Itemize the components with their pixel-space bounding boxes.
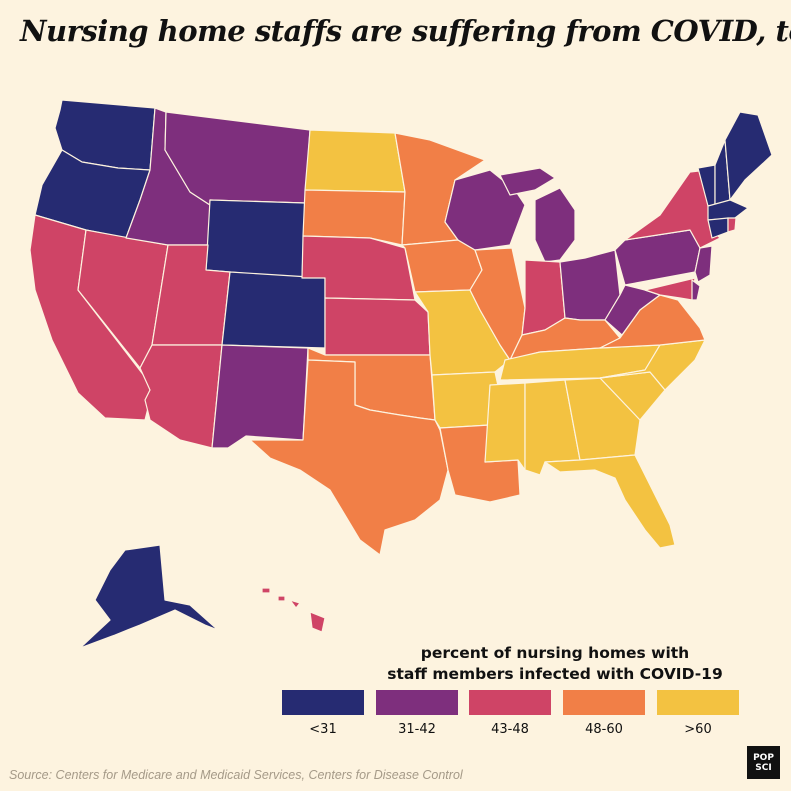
legend-swatch-31-42 [376, 690, 458, 715]
legend-label-lt31: <31 [309, 722, 337, 737]
state-ma[interactable] [707, 199, 749, 221]
state-mi[interactable] [499, 167, 576, 263]
legend-label-43-48: 43-48 [491, 722, 529, 737]
state-il[interactable] [469, 247, 526, 361]
legend-swatch-lt31 [282, 690, 364, 715]
state-nj[interactable] [694, 245, 713, 283]
state-az[interactable] [139, 344, 223, 449]
state-ri[interactable] [727, 217, 737, 233]
legend-title: percent of nursing homes with staff memb… [360, 643, 750, 685]
state-ia[interactable] [401, 239, 483, 293]
state-me[interactable] [724, 111, 773, 201]
state-va[interactable] [599, 294, 706, 349]
logo-line2: SCI [755, 762, 772, 773]
legend-swatch-48-60 [563, 690, 645, 715]
legend-label-gt60: >60 [684, 722, 712, 737]
state-tx[interactable] [249, 359, 449, 556]
popsci-logo: POP SCI [747, 746, 780, 779]
state-co[interactable] [221, 271, 326, 349]
legend-label-48-60: 48-60 [585, 722, 623, 737]
legend-title-line1: percent of nursing homes with [420, 644, 690, 662]
state-ak[interactable] [79, 544, 219, 649]
state-ct[interactable] [707, 217, 729, 239]
logo-line1: POP [753, 752, 774, 763]
state-nm[interactable] [211, 344, 309, 449]
state-de[interactable] [691, 279, 701, 301]
state-ks[interactable] [324, 297, 431, 356]
legend-label-31-42: 31-42 [398, 722, 436, 737]
state-wy[interactable] [205, 199, 306, 279]
state-ms[interactable] [484, 382, 526, 471]
map-title: Nursing home staffs are suffering from C… [20, 14, 791, 48]
state-sd[interactable] [302, 189, 406, 246]
legend-title-line2: staff members infected with COVID-19 [387, 665, 723, 683]
state-wi[interactable] [444, 169, 526, 251]
state-hi[interactable] [261, 587, 326, 633]
state-md[interactable] [644, 277, 696, 301]
state-nd[interactable] [304, 129, 406, 193]
source-note: Source: Centers for Medicare and Medicai… [9, 768, 463, 782]
state-nc[interactable] [599, 339, 706, 391]
legend-swatch-gt60 [657, 690, 739, 715]
state-fl[interactable] [544, 454, 676, 549]
legend-swatch-43-48 [469, 690, 551, 715]
